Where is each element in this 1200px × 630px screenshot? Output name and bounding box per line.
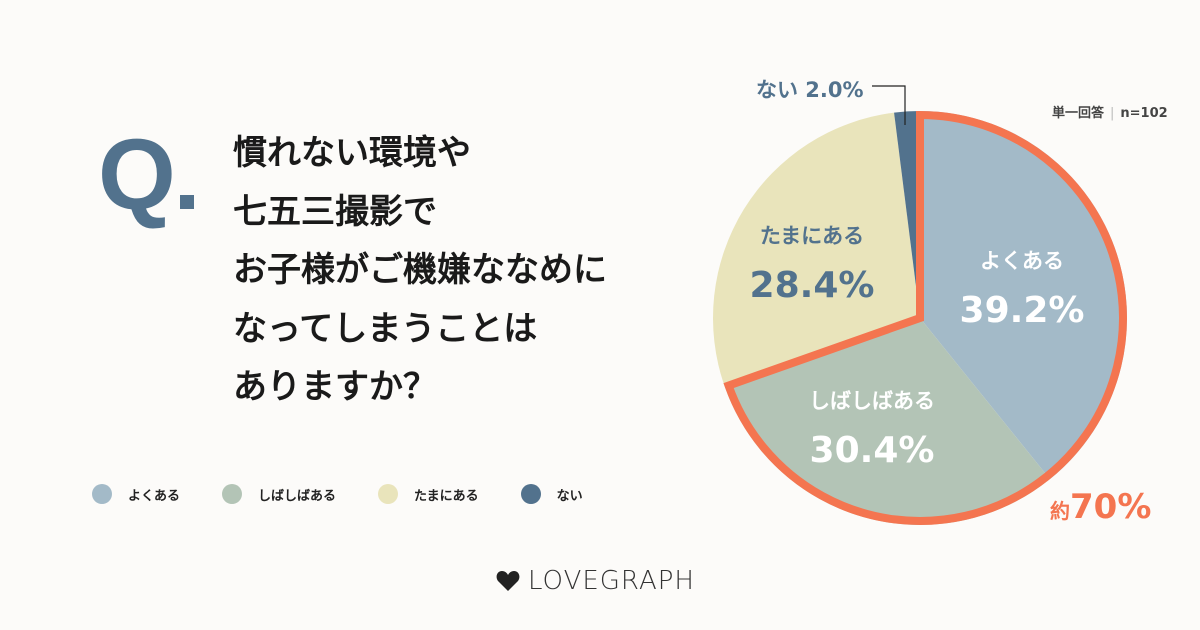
heart-icon xyxy=(496,571,520,591)
question-text: 慣れない環境や 七五三撮影で お子様がご機嫌ななめに なってしまうことは ありま… xyxy=(233,133,607,407)
legend-item: よくある xyxy=(92,484,180,504)
legend-item: ない xyxy=(520,484,583,504)
slice-value-label: 28.4% xyxy=(750,265,875,306)
slice-value-label: 39.2% xyxy=(960,290,1085,331)
legend: よくある しばしばある たまにある ない xyxy=(92,484,625,504)
legend-item: たまにある xyxy=(378,484,479,504)
slice-category-label: よくある xyxy=(980,249,1064,273)
slice-category-label: しばしばある xyxy=(809,389,935,413)
legend-item: しばしばある xyxy=(222,484,336,504)
slice-category-label: たまにある xyxy=(760,224,864,248)
question-mark: Q xyxy=(98,118,194,233)
brand-logo: LOVEGRAPH xyxy=(496,566,695,596)
pie-slice-0 xyxy=(920,111,1128,480)
pie-slice-3 xyxy=(894,111,920,318)
pie-slice-1 xyxy=(724,318,1050,525)
leader-line xyxy=(872,85,906,125)
slice-value-label: 30.4% xyxy=(810,430,935,471)
survey-meta: 単一回答 | n=102 xyxy=(1052,106,1168,121)
pie-slice-2 xyxy=(713,112,920,387)
highlight-outline xyxy=(723,110,1127,525)
annotation-label: 約70% xyxy=(1050,487,1151,527)
slice-label-nai: ない 2.0% xyxy=(756,78,864,102)
